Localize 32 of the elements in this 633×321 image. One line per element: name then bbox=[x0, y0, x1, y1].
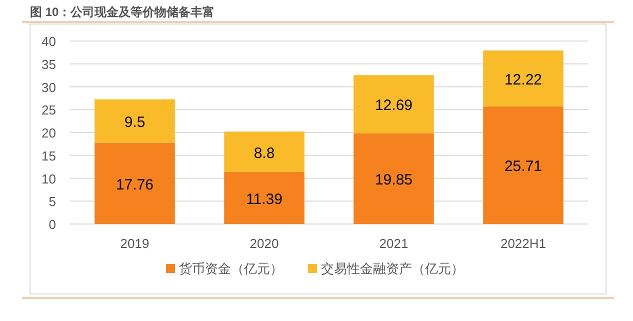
data-label: 11.39 bbox=[246, 190, 282, 208]
bar bbox=[94, 142, 175, 224]
legend-label: 货币资金（亿元） bbox=[179, 261, 283, 276]
y-tick-label: 25 bbox=[42, 102, 56, 118]
y-tick-label: 15 bbox=[42, 148, 56, 164]
bar bbox=[224, 172, 304, 224]
x-tick-label: 2019 bbox=[120, 236, 150, 251]
bar bbox=[224, 132, 304, 172]
y-tick-label: 5 bbox=[48, 194, 56, 210]
bar bbox=[94, 99, 175, 143]
bar bbox=[483, 106, 564, 224]
data-label: 25.71 bbox=[504, 158, 542, 176]
data-label: 9.5 bbox=[124, 114, 146, 132]
data-label: 12.69 bbox=[374, 97, 413, 114]
legend-label: 交易性金融资产（亿元） bbox=[321, 261, 464, 276]
x-tick-label: 2020 bbox=[250, 236, 279, 251]
x-tick-label: 2022H1 bbox=[500, 236, 546, 251]
x-tick-label: 2021 bbox=[379, 236, 408, 251]
bar bbox=[354, 133, 434, 224]
chart-title: 图 10：公司现金及等价物储备丰富 bbox=[30, 5, 215, 19]
data-label: 12.22 bbox=[504, 71, 542, 88]
bar bbox=[354, 75, 434, 134]
data-label: 8.8 bbox=[254, 144, 275, 162]
y-tick-label: 35 bbox=[42, 56, 56, 72]
y-tick-label: 40 bbox=[42, 34, 56, 49]
bar bbox=[483, 50, 564, 106]
y-tick-label: 0 bbox=[48, 217, 56, 232]
data-label: 19.85 bbox=[374, 172, 413, 189]
y-tick-label: 10 bbox=[42, 171, 56, 186]
data-label: 17.76 bbox=[116, 176, 154, 194]
y-tick-label: 20 bbox=[42, 126, 56, 140]
y-tick-label: 30 bbox=[42, 80, 56, 95]
